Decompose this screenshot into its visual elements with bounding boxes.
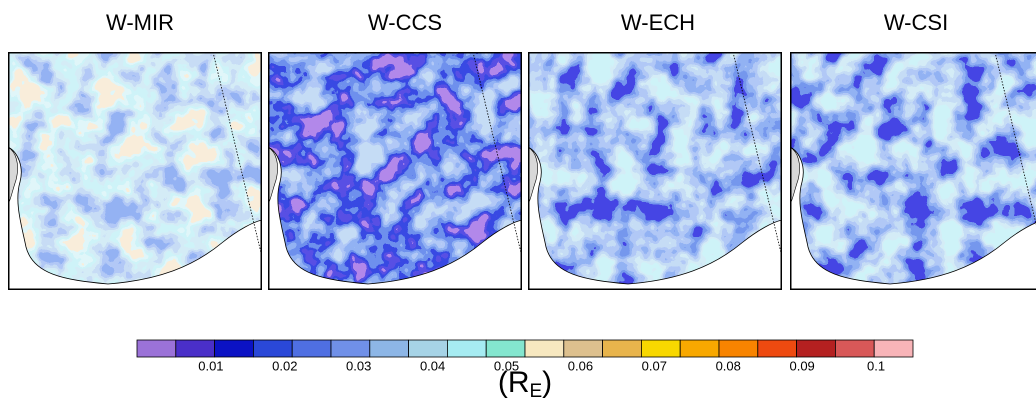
- colorbar-tick-label: 0.02: [272, 358, 297, 373]
- colorbar-tick-label: 0.06: [568, 358, 593, 373]
- colorbar-tick-label: 0.04: [420, 358, 445, 373]
- boundary-line: [732, 52, 782, 258]
- colorbar-segment: [369, 339, 409, 358]
- colorbar-tick-label: 0.01: [198, 358, 223, 373]
- panel-frame: [528, 52, 782, 290]
- colorbar-tick-label: 0.08: [716, 358, 741, 373]
- label-subscript: E: [529, 381, 542, 402]
- map-panel: [8, 52, 262, 290]
- colorbar-segment: [718, 339, 759, 358]
- colorbar-segment: [873, 339, 914, 358]
- colorbar-segment: [641, 339, 681, 358]
- colorbar-segment: [563, 339, 603, 358]
- colorbar-tick-label: 0.1: [867, 358, 885, 373]
- map-panel: [528, 52, 782, 290]
- colorbar-segment: [214, 339, 254, 358]
- colorbar-tick-label: 0.09: [789, 358, 814, 373]
- map-panel: [268, 52, 522, 290]
- sea: [528, 146, 782, 290]
- panel-frame: [268, 52, 522, 290]
- sea: [790, 146, 1036, 290]
- panels: [8, 52, 1036, 290]
- panel-frame: [8, 52, 262, 290]
- boundary-line: [994, 52, 1036, 226]
- panel-title: W-MIR: [106, 10, 174, 35]
- colorbar-segment: [835, 339, 875, 358]
- panel-title: W-CCS: [368, 10, 442, 35]
- label-close: ): [542, 366, 552, 399]
- colorbar-tick-label: 0.05: [494, 358, 519, 373]
- map-panel: [790, 52, 1036, 290]
- colorbar-segment: [485, 339, 526, 358]
- sea: [268, 146, 522, 290]
- colorbar-segment: [252, 339, 293, 358]
- boundary-line: [472, 52, 522, 258]
- boundary-line: [212, 52, 262, 258]
- colorbar-label: (RE): [498, 366, 552, 402]
- colorbar-segment: [446, 339, 487, 358]
- colorbar-segment: [330, 339, 371, 358]
- label-main: (R: [498, 366, 530, 399]
- colorbar-tick-label: 0.03: [346, 358, 371, 373]
- colorbar-segment: [679, 339, 720, 358]
- colorbar-segment: [602, 339, 642, 358]
- colorbar-segment: [291, 339, 332, 358]
- colorbar: 0.01 0.02 0.03 0.04 0.05 0.06 0.07 0.08 0.09 0.1: [136, 339, 914, 373]
- sea: [8, 146, 262, 290]
- panel-frame: [790, 52, 1036, 290]
- colorbar-segment: [175, 339, 216, 358]
- panel-title: W-CSI: [884, 10, 948, 35]
- colorbar-segment: [524, 339, 565, 358]
- colorbar-segment: [136, 339, 177, 358]
- panel-title: W-ECH: [621, 10, 695, 35]
- colorbar-segment: [757, 339, 797, 358]
- colorbar-tick-label: 0.07: [642, 358, 667, 373]
- colorbar-segment: [408, 339, 448, 358]
- colorbar-segment: [796, 339, 836, 358]
